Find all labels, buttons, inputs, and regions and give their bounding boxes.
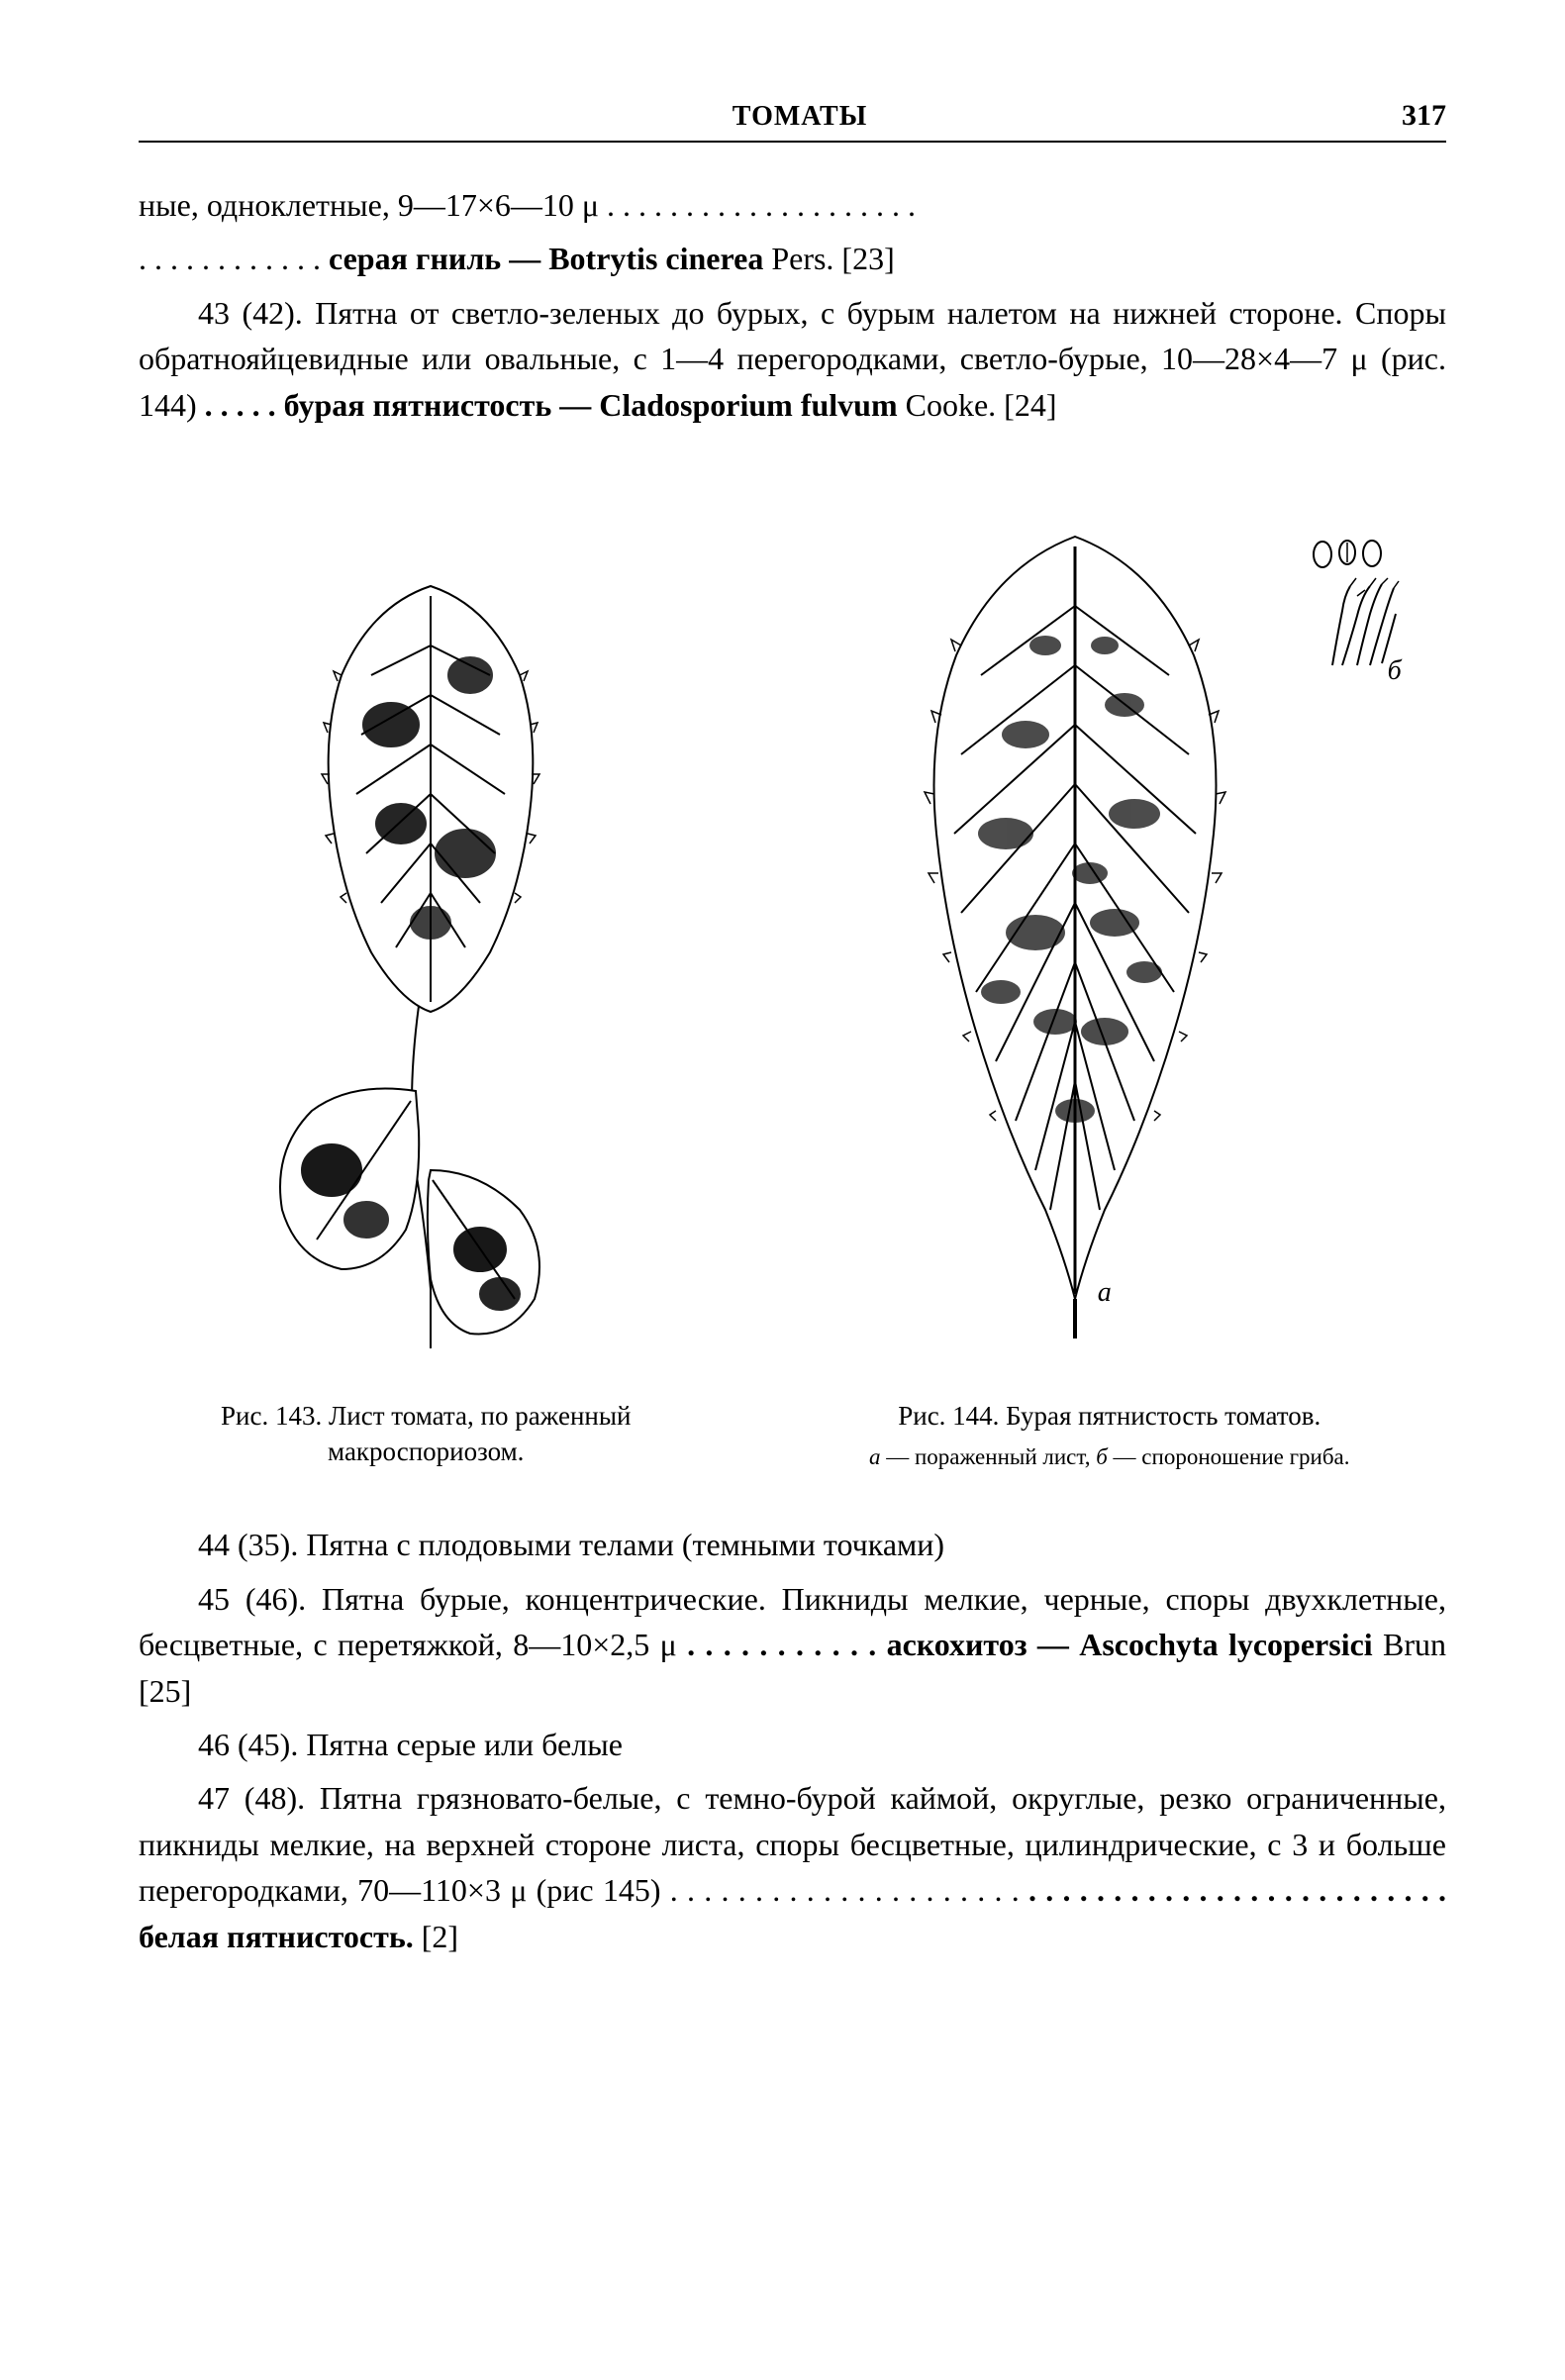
caption-144-main: Рис. 144. Бурая пятнистость томатов. — [813, 1398, 1407, 1434]
leaf-143-icon — [173, 477, 688, 1368]
paragraph-2: 43 (42). Пятна от светло-зеленых до буры… — [139, 290, 1446, 428]
page-number: 317 — [1402, 99, 1446, 133]
figure-143 — [173, 477, 688, 1368]
paragraph-1-line1: ные, одноклетные, 9—17×6—10 μ . . . . . … — [139, 182, 1446, 228]
section-title: ТОМАТЫ — [198, 101, 1402, 133]
paragraph-4: 45 (46). Пятна бурые, концентрические. П… — [139, 1576, 1446, 1714]
spore-detail-icon — [1303, 537, 1412, 675]
paragraph-5: 46 (45). Пятна серые или белые — [139, 1722, 1446, 1767]
caption-144-sub: а — пораженный лист, б — спороношение гр… — [813, 1441, 1407, 1472]
caption-144: Рис. 144. Бурая пятнистость томатов. а —… — [813, 1398, 1407, 1472]
caption-143: Рис. 143. Лист томата, по раженный макро… — [178, 1398, 673, 1472]
figure-row: а б — [139, 477, 1446, 1368]
paragraph-6: 47 (48). Пятна грязновато-белые, с темно… — [139, 1775, 1446, 1959]
paragraph-3: 44 (35). Пятна с плодовыми телами (темны… — [139, 1522, 1446, 1567]
page-header: ТОМАТЫ 317 — [139, 99, 1446, 143]
figure-144: а б — [798, 477, 1412, 1368]
paragraph-1-line2: . . . . . . . . . . . . серая гниль — Bo… — [139, 236, 1446, 281]
figure-label-b: б — [1388, 655, 1402, 687]
figure-label-a: а — [1098, 1277, 1112, 1309]
caption-row: Рис. 143. Лист томата, по раженный макро… — [139, 1398, 1446, 1472]
